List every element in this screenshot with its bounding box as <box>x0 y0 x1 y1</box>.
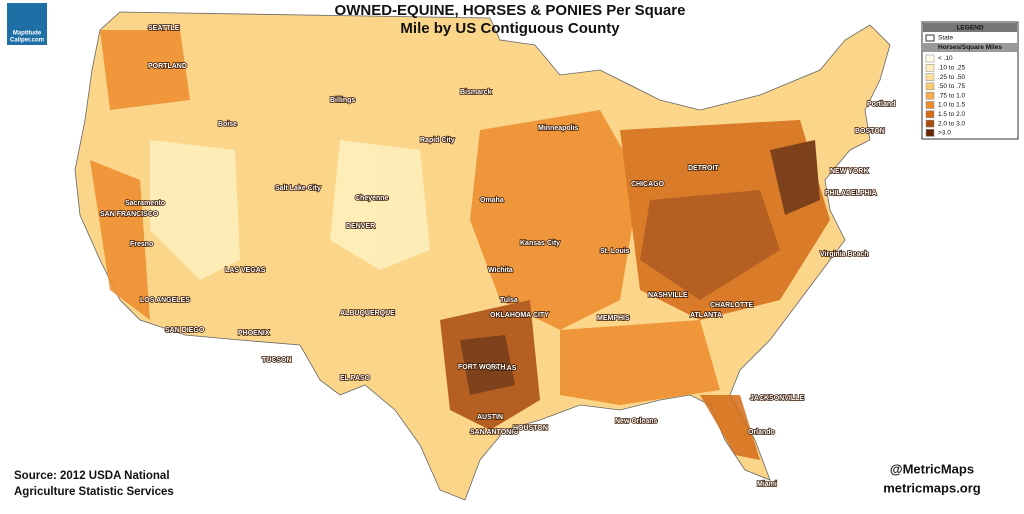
legend-swatch <box>925 101 935 109</box>
city-label: BOSTON <box>855 128 885 135</box>
city-label: ALBUQUERQUE <box>340 310 395 317</box>
legend-header <box>923 23 1017 32</box>
city-label: Billings <box>330 97 355 104</box>
source-text: Agriculture Statistic Services <box>14 486 174 498</box>
legend-box <box>921 21 1019 140</box>
credit-text: @MetricMaps <box>890 461 974 476</box>
city-label: Boise <box>218 121 237 128</box>
city-label: Salt Lake City <box>275 185 321 192</box>
city-label: SAN FRANCISCO <box>100 211 159 218</box>
city-label: NEW YORK <box>830 168 868 175</box>
city-label: Bismarck <box>460 89 492 96</box>
legend-label: .50 to .75 <box>938 83 965 90</box>
legend-label: .10 to .25 <box>938 65 965 72</box>
city-label: Miami <box>757 481 777 488</box>
city-label: Portland <box>867 101 895 108</box>
city-label: MEMPHIS <box>597 315 630 322</box>
city-label: DENVER <box>346 223 375 230</box>
source-text: Source: 2012 USDA National <box>14 470 170 482</box>
city-label: PHILADELPHIA <box>825 190 877 197</box>
city-label: New Orleans <box>615 418 658 425</box>
city-label: Orlando <box>748 429 775 436</box>
legend-subheader <box>923 43 1017 52</box>
city-label: FORT WORTH <box>458 364 505 371</box>
legend-swatch <box>925 91 935 100</box>
legend-title: LEGEND <box>956 25 983 32</box>
legend-swatch <box>925 119 935 128</box>
city-label: Cheyenne <box>355 195 389 202</box>
city-label: ATLANTA <box>690 312 722 319</box>
map-title: Mile by US Contiguous County <box>400 20 620 37</box>
credit-text: metricmaps.org <box>883 480 981 495</box>
legend-swatch <box>925 110 935 119</box>
logo-text: Maptitude <box>13 31 42 37</box>
city-label: CHARLOTTE <box>710 302 753 309</box>
city-label: HOUSTON <box>513 425 548 432</box>
city-label: LOS ANGELES <box>140 297 190 304</box>
city-label: Rapid City <box>420 137 455 144</box>
legend-label: >3.0 <box>938 130 951 137</box>
legend-swatch <box>925 73 935 81</box>
city-label: Minneapolis <box>538 125 579 132</box>
legend-label: 1.0 to 1.5 <box>938 102 965 109</box>
city-label: SAN ANTONIO <box>470 429 519 436</box>
city-label: Wichita <box>488 267 513 274</box>
city-label: SAN DIEGO <box>165 327 205 334</box>
city-label: EL PASO <box>340 375 371 382</box>
city-label: OKLAHOMA CITY <box>490 312 549 319</box>
city-label: DETROIT <box>688 165 719 172</box>
legend-swatch <box>925 64 935 72</box>
city-label: DALLAS <box>488 365 517 372</box>
legend-label: 1.5 to 2.0 <box>938 111 965 118</box>
map-title: OWNED-EQUINE, HORSES & PONIES Per Square <box>335 2 686 19</box>
city-label: SEATTLE <box>148 25 180 32</box>
legend-label: < .10 <box>938 55 953 62</box>
city-label: CHICAGO <box>631 181 665 188</box>
city-label: Omaha <box>480 197 504 204</box>
legend-swatch <box>925 129 935 137</box>
legend-label: 2.0 to 3.0 <box>938 120 965 127</box>
city-label: AUSTIN <box>477 414 503 421</box>
logo-text: Caliper.com <box>10 38 44 44</box>
city-label: JACKSONVILLE <box>750 395 804 402</box>
legend-swatch <box>925 54 935 63</box>
legend-state-label: State <box>938 35 954 42</box>
city-label: Tulsa <box>500 297 518 304</box>
city-label: NASHVILLE <box>648 292 688 299</box>
legend-label: .75 to 1.0 <box>938 92 965 99</box>
city-label: Sacramento <box>125 200 165 207</box>
legend-label: .25 to .50 <box>938 74 965 81</box>
city-label: PHOENIX <box>238 330 270 337</box>
density-shading <box>90 30 830 460</box>
logo-box <box>7 3 47 45</box>
city-label: Fresno <box>130 241 153 248</box>
city-label: Kansas City <box>520 240 560 247</box>
city-label: Virginia Beach <box>820 251 869 258</box>
city-label: LAS VEGAS <box>225 267 266 274</box>
city-label: PORTLAND <box>148 63 187 70</box>
legend-swatch <box>925 82 935 91</box>
legend-subtitle: Horses/Square Miles <box>938 44 1002 51</box>
legend-state-swatch <box>925 34 935 42</box>
city-label: St. Louis <box>600 248 630 255</box>
city-label: TUCSON <box>262 357 292 364</box>
